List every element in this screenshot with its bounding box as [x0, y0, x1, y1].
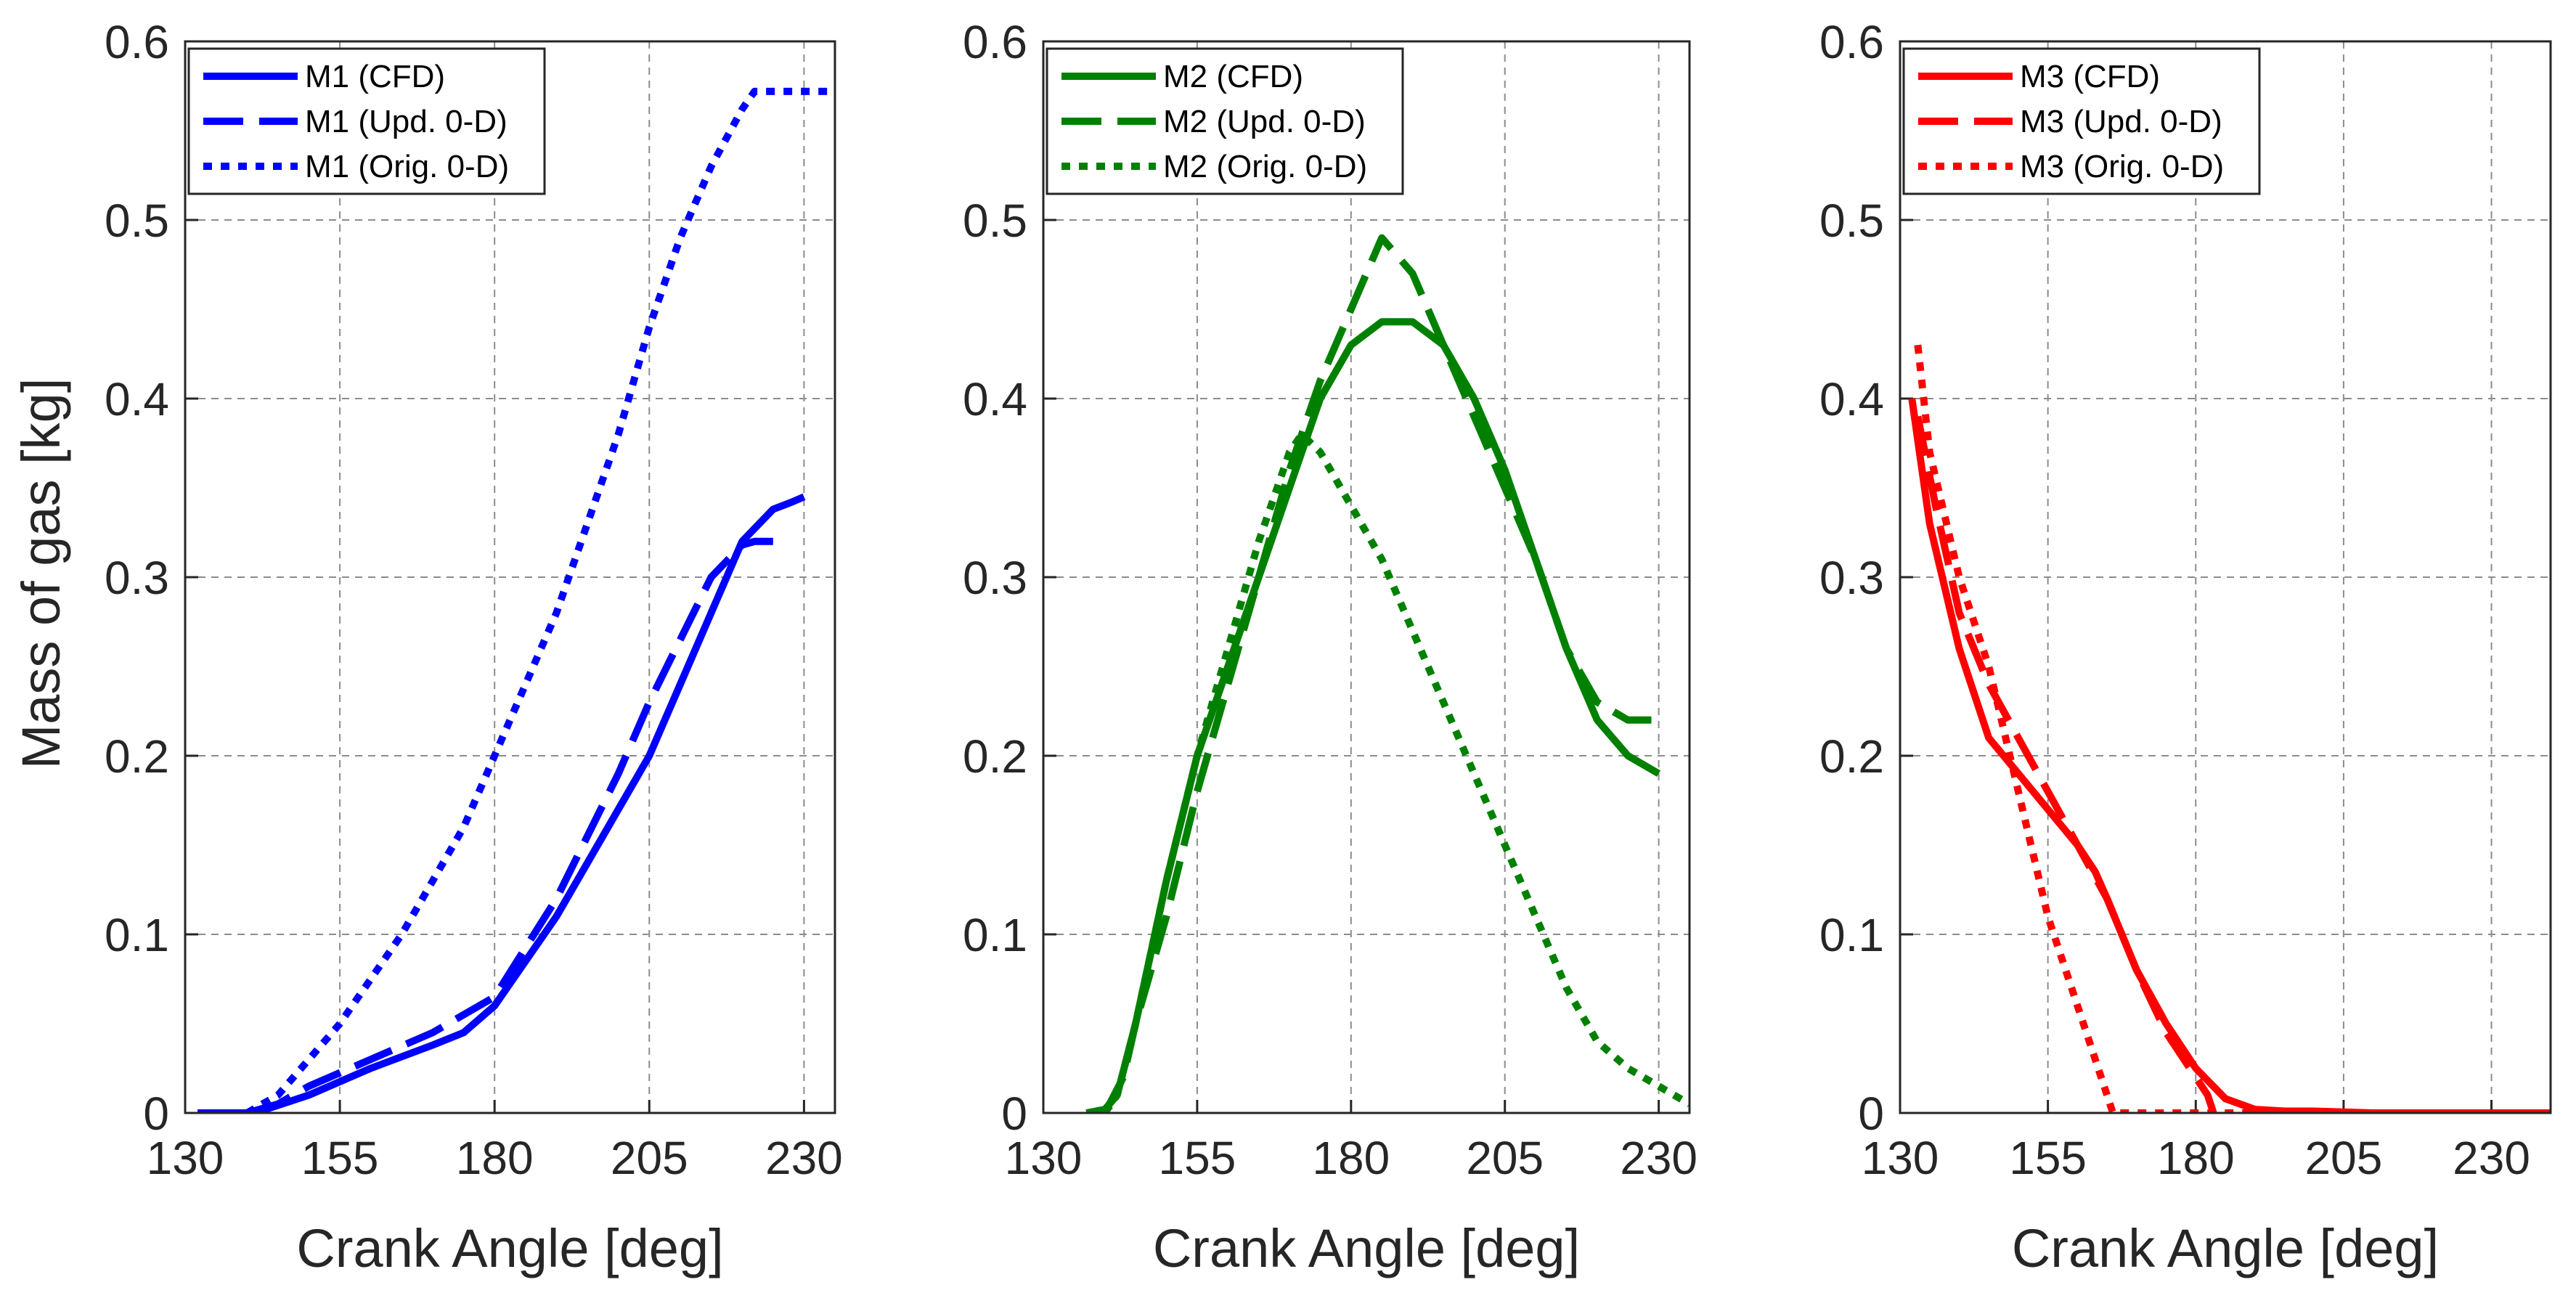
y-tick-label: 0.2: [105, 730, 169, 783]
x-tick-label: 180: [2157, 1132, 2235, 1184]
axes-box: [184, 40, 836, 1114]
legend: M2 (CFD) M2 (Upd. 0-D) M2 (Orig. 0-D): [1046, 47, 1404, 195]
x-tick-label: 130: [147, 1132, 224, 1184]
x-tick-label: 180: [456, 1132, 534, 1184]
legend-entry-label: M2 (CFD): [1163, 59, 1303, 94]
series-line-dashed: [1101, 234, 1659, 1113]
x-tick-label: 130: [1005, 1132, 1083, 1184]
series-line-dotted: [1914, 344, 2551, 1113]
y-tick-label: 0: [1001, 1088, 1027, 1140]
x-axis-label: Crank Angle [deg]: [2012, 1218, 2439, 1278]
y-tick-label: 0.6: [1819, 16, 1884, 68]
legend-entry-label: M1 (Orig. 0-D): [305, 149, 509, 184]
y-tick-label: 0.1: [963, 909, 1027, 961]
legend: M1 (CFD) M1 (Upd. 0-D) M1 (Orig. 0-D): [187, 47, 546, 195]
y-tick-label: 0.6: [105, 16, 169, 68]
axes-box: [1899, 40, 2552, 1114]
x-tick-label: 230: [1620, 1132, 1697, 1184]
legend-entry-label: M1 (Upd. 0-D): [305, 104, 508, 139]
legend-entry-label: M3 (CFD): [2020, 59, 2160, 94]
x-tick-label: 205: [1466, 1132, 1544, 1184]
legend-entry-label: M2 (Upd. 0-D): [1163, 104, 1366, 139]
x-tick-label: 230: [2453, 1132, 2530, 1184]
x-tick-label: 155: [1159, 1132, 1236, 1184]
series-line-dashed: [1914, 415, 2217, 1113]
legend-entry-label: M3 (Orig. 0-D): [2020, 149, 2224, 184]
y-tick-label: 0: [143, 1088, 169, 1140]
y-tick-label: 0.1: [1819, 909, 1884, 961]
y-tick-label: 0.4: [1819, 373, 1884, 425]
y-tick-label: 0.2: [1819, 730, 1884, 783]
y-tick-label: 0.6: [963, 16, 1027, 68]
y-tick-label: 0.5: [105, 195, 169, 247]
x-axis-label: Crank Angle [deg]: [296, 1218, 723, 1278]
y-tick-label: 0.4: [963, 373, 1027, 425]
x-tick-label: 155: [2009, 1132, 2087, 1184]
x-tick-label: 155: [301, 1132, 379, 1184]
x-tick-label: 180: [1312, 1132, 1390, 1184]
x-tick-label: 230: [765, 1132, 843, 1184]
x-tick-label: 205: [611, 1132, 688, 1184]
y-tick-label: 0.3: [1819, 552, 1884, 604]
legend: M3 (CFD) M3 (Upd. 0-D) M3 (Orig. 0-D): [1902, 47, 2261, 195]
legend-entry-label: M1 (CFD): [305, 59, 445, 94]
chart-panel-3: 0 0.1 0.2 0.3 0.4 0.5 0.6 130 155 180 205 230 M3 (CF…: [1819, 16, 2552, 1278]
chart-panel-2: 0 0.1 0.2 0.3 0.4 0.5 0.6 130 155 180 205 230 M2 (CF…: [963, 16, 1697, 1278]
y-tick-label: 0.3: [963, 552, 1027, 604]
chart-panel-1: 0 0.1 0.2 0.3 0.4 0.5 0.6 130 155 180 205 230 M1 (CF…: [105, 16, 843, 1278]
y-tick-label: 0.4: [105, 373, 169, 425]
x-tick-label: 205: [2305, 1132, 2383, 1184]
series-line-solid: [197, 493, 806, 1113]
y-tick-label: 0.5: [963, 195, 1027, 247]
y-tick-label: 0.5: [1819, 195, 1884, 247]
x-axis-label: Crank Angle [deg]: [1153, 1218, 1580, 1278]
series-line-dashed: [197, 537, 773, 1113]
y-tick-label: 0.1: [105, 909, 169, 961]
y-axis-label: Mass of gas [kg]: [11, 378, 71, 770]
legend-entry-label: M3 (Upd. 0-D): [2020, 104, 2222, 139]
x-tick-label: 130: [1862, 1132, 1939, 1184]
axes-box: [1042, 40, 1691, 1114]
series-line-dotted: [245, 87, 835, 1113]
y-tick-label: 0.3: [105, 552, 169, 604]
y-tick-label: 0: [1858, 1088, 1884, 1140]
y-tick-label: 0.2: [963, 730, 1027, 783]
legend-entry-label: M2 (Orig. 0-D): [1163, 149, 1367, 184]
